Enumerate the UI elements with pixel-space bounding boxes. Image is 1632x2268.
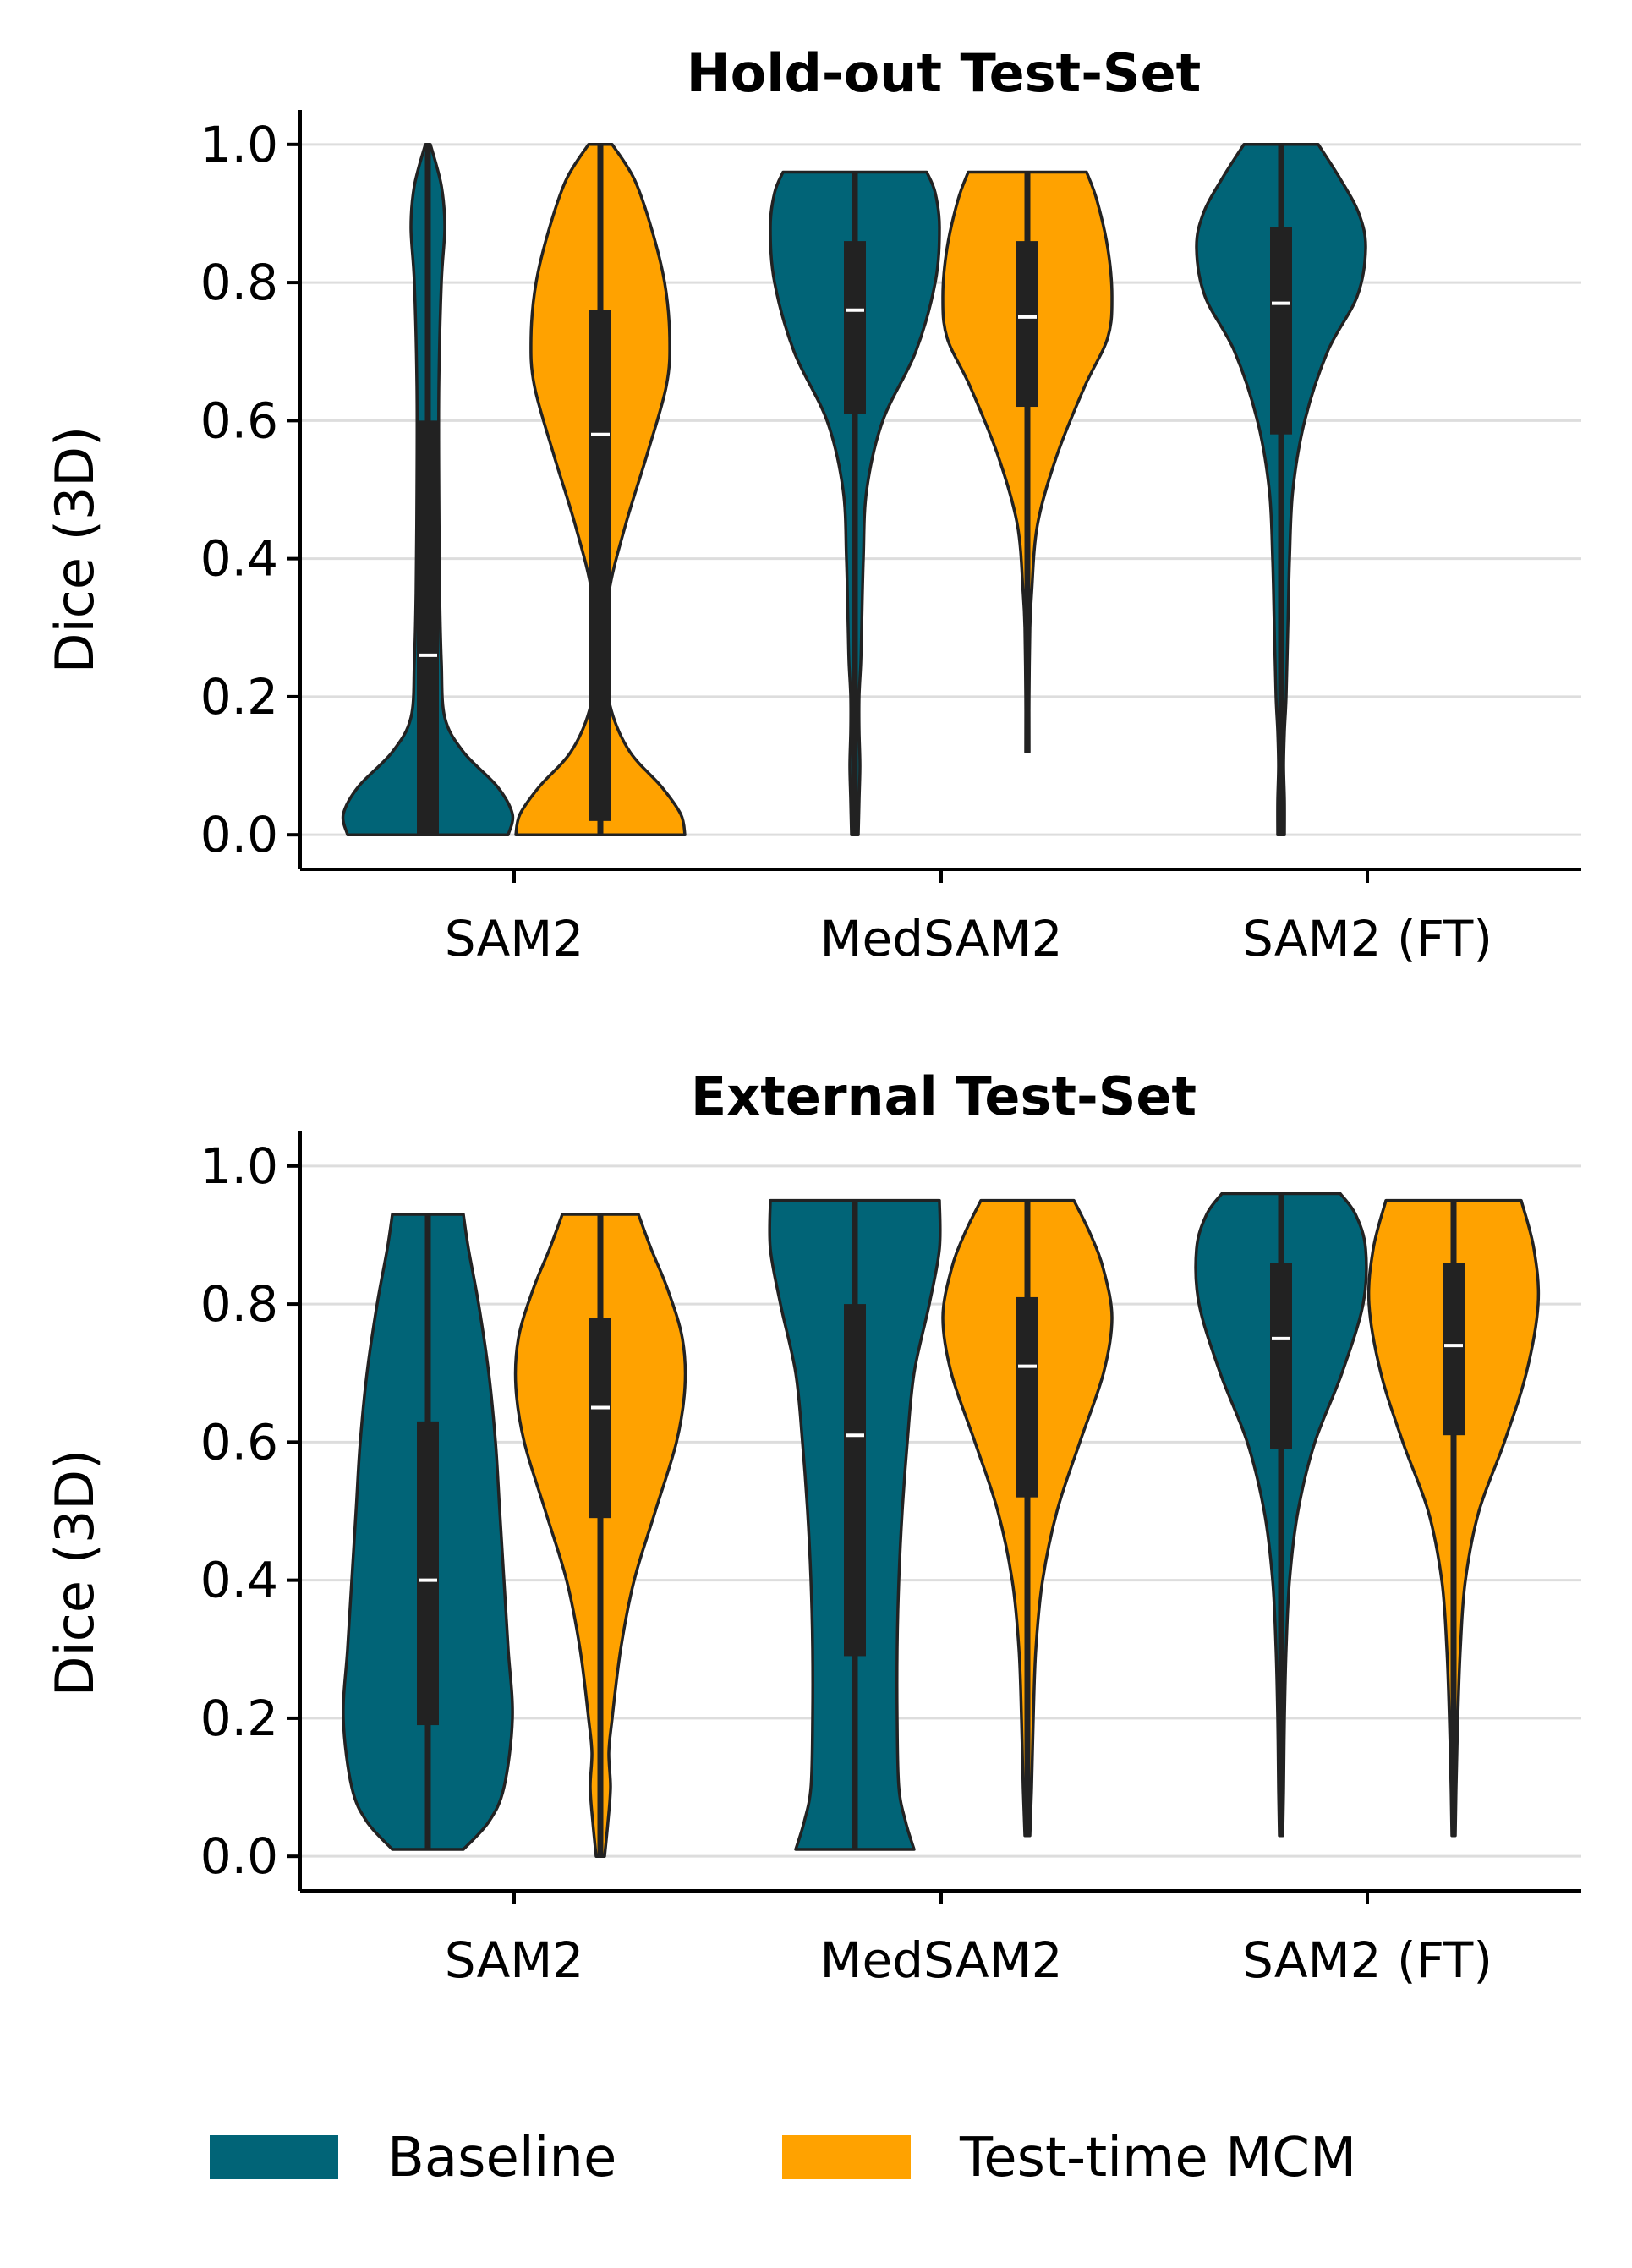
panel-title: External Test-Set xyxy=(691,1066,1197,1127)
y-tick-label: 0.6 xyxy=(200,1413,278,1471)
panel-holdout: Hold-out Test-Set Dice (3D) 0.0 0.2 0.4 0.6… xyxy=(44,42,1581,967)
x-tick-label: SAM2 xyxy=(445,1931,584,1989)
y-axis-label: Dice (3D) xyxy=(44,426,106,673)
x-tick-label: SAM2 (FT) xyxy=(1242,1931,1492,1989)
y-tick-label: 0.6 xyxy=(200,392,278,449)
y-tick-label: 0.0 xyxy=(200,1827,278,1885)
violin-baseline xyxy=(1194,1192,1368,1838)
violin-baseline xyxy=(342,1213,514,1851)
y-tick-label: 0.2 xyxy=(200,1690,278,1747)
violin-baseline xyxy=(1195,143,1367,836)
iqr-box xyxy=(589,1318,611,1519)
legend-swatch-mcm xyxy=(782,2135,911,2179)
y-tick-label: 0.2 xyxy=(200,668,278,726)
y-axis-label: Dice (3D) xyxy=(44,1449,106,1696)
legend-label-mcm: Test-time MCM xyxy=(959,2127,1356,2189)
y-tick-label: 0.4 xyxy=(200,530,278,588)
violins xyxy=(341,143,1367,836)
iqr-box xyxy=(1016,1296,1038,1498)
y-tick-label: 0.4 xyxy=(200,1552,278,1609)
x-tick-label: MedSAM2 xyxy=(819,910,1062,967)
panel-external: External Test-Set Dice (3D) 0.0 0.2 0.4 0.6… xyxy=(44,1066,1581,1989)
x-tick-label: MedSAM2 xyxy=(819,1931,1062,1989)
y-gridlines xyxy=(300,143,1581,836)
violins xyxy=(342,1192,1541,1858)
y-tick-label: 1.0 xyxy=(200,1137,278,1195)
iqr-box xyxy=(844,1304,866,1657)
iqr-box xyxy=(417,1421,439,1726)
violin-mcm xyxy=(513,1213,687,1858)
iqr-box xyxy=(589,310,611,821)
iqr-box xyxy=(1270,1263,1292,1449)
violin-baseline xyxy=(768,1198,942,1851)
panel-title: Hold-out Test-Set xyxy=(687,42,1202,104)
iqr-box xyxy=(1270,227,1292,435)
x-tick-label: SAM2 xyxy=(445,910,584,967)
legend: Baseline Test-time MCM xyxy=(210,2127,1356,2189)
legend-label-baseline: Baseline xyxy=(387,2127,616,2189)
violin-mcm xyxy=(514,143,687,836)
y-tick-label: 0.8 xyxy=(200,1275,278,1333)
iqr-box xyxy=(1016,241,1038,408)
legend-swatch-baseline xyxy=(210,2135,338,2179)
iqr-box xyxy=(844,241,866,414)
violin-baseline xyxy=(769,170,941,836)
y-tick-label: 1.0 xyxy=(200,116,278,173)
y-tick-label: 0.8 xyxy=(200,254,278,311)
violin-mcm xyxy=(941,170,1114,753)
iqr-box xyxy=(1443,1263,1465,1436)
violin-baseline xyxy=(341,143,515,836)
y-tick-label: 0.0 xyxy=(200,806,278,863)
violin-mcm xyxy=(941,1198,1114,1838)
iqr-box xyxy=(417,420,439,835)
x-tick-label: SAM2 (FT) xyxy=(1242,910,1492,967)
violin-mcm xyxy=(1366,1198,1541,1838)
